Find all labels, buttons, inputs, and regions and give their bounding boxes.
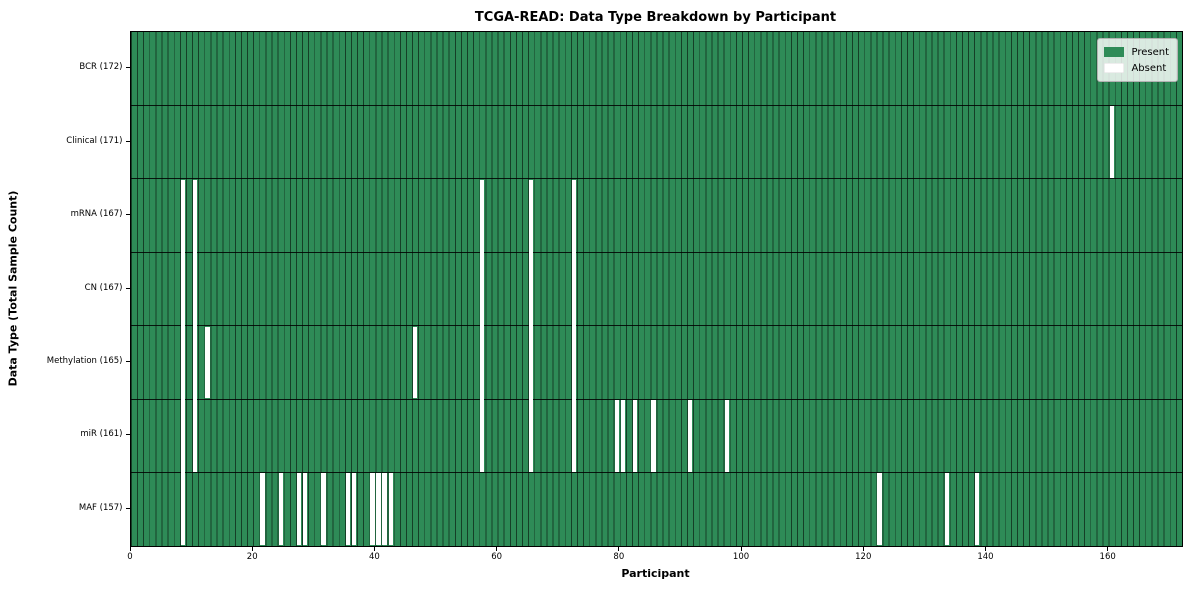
y-tick-mark — [125, 214, 130, 216]
row-separator — [131, 178, 1182, 180]
x-tick-label: 160 — [1099, 552, 1116, 562]
present-swatch-icon — [1104, 47, 1125, 57]
legend-entry-present: Present — [1104, 44, 1169, 60]
absent-cell — [296, 473, 302, 546]
row-separator — [131, 325, 1182, 327]
absent-cell — [351, 473, 357, 546]
x-tick-mark — [740, 546, 742, 551]
y-tick-label: CN (167) — [84, 282, 123, 293]
absent-cell — [620, 399, 626, 472]
absent-cell — [345, 473, 351, 546]
absent-cell — [944, 473, 949, 546]
absent-cell — [975, 473, 980, 546]
x-tick-label: 120 — [855, 552, 872, 562]
absent-cell — [302, 473, 308, 546]
absent-cell — [260, 473, 265, 546]
x-tick-mark — [1107, 546, 1109, 551]
absent-cell — [180, 179, 186, 546]
y-tick-label: MAF (157) — [78, 502, 123, 513]
x-tick-label: 140 — [977, 552, 994, 562]
absent-cell — [614, 399, 619, 472]
x-tick-label: 40 — [368, 552, 380, 562]
absent-cell — [205, 326, 210, 399]
x-tick-mark — [862, 546, 864, 551]
absent-cell — [687, 399, 693, 472]
absent-cell — [321, 473, 326, 546]
x-tick-mark — [129, 546, 131, 551]
absent-cell — [529, 179, 534, 472]
legend-entry-absent: Absent — [1104, 60, 1169, 76]
absent-cell — [193, 179, 198, 472]
absent-cell — [412, 326, 418, 399]
absent-cell — [278, 473, 283, 546]
row-separator — [131, 472, 1182, 474]
x-tick-mark — [251, 546, 253, 551]
absent-cell — [877, 473, 882, 546]
y-tick-mark — [125, 287, 130, 289]
absent-cell — [632, 399, 638, 472]
x-axis-label: Participant — [621, 567, 690, 580]
x-tick-label: 20 — [246, 552, 258, 562]
row-separator — [131, 251, 1182, 253]
absent-cell — [382, 473, 387, 546]
x-tick-label: 80 — [613, 552, 625, 562]
x-tick-mark — [496, 546, 498, 551]
absent-cell — [370, 473, 375, 546]
y-tick-mark — [125, 67, 130, 69]
x-tick-mark — [984, 546, 986, 551]
absent-cell — [376, 473, 381, 546]
x-tick-label: 60 — [491, 552, 503, 562]
absent-cell — [651, 399, 656, 472]
absent-cell — [480, 179, 485, 472]
y-tick-mark — [125, 140, 130, 142]
absent-cell — [1109, 106, 1114, 179]
absent-cell — [724, 399, 729, 472]
y-tick-label: mRNA (167) — [70, 209, 123, 220]
x-tick-label: 100 — [732, 552, 750, 562]
y-tick-label: Methylation (165) — [46, 355, 123, 366]
x-tick-mark — [618, 546, 620, 551]
row-separator — [131, 398, 1182, 400]
legend-label-present: Present — [1131, 46, 1169, 58]
legend: Present Absent — [1097, 38, 1178, 82]
y-tick-mark — [125, 434, 130, 436]
row-separator — [131, 104, 1182, 106]
absent-cell — [388, 473, 393, 546]
y-tick-label: BCR (172) — [79, 62, 123, 73]
x-tick-label: 0 — [127, 552, 133, 562]
legend-label-absent: Absent — [1131, 62, 1167, 74]
absent-swatch-icon — [1104, 63, 1125, 73]
y-tick-label: miR (161) — [80, 429, 123, 440]
chart-title: TCGA-READ: Data Type Breakdown by Partic… — [474, 10, 837, 25]
y-tick-mark — [125, 360, 130, 362]
plot-area: Present Absent — [130, 31, 1183, 547]
y-tick-mark — [125, 507, 130, 509]
x-tick-mark — [373, 546, 375, 551]
y-tick-label: Clinical (171) — [66, 135, 123, 146]
absent-cell — [571, 179, 577, 472]
